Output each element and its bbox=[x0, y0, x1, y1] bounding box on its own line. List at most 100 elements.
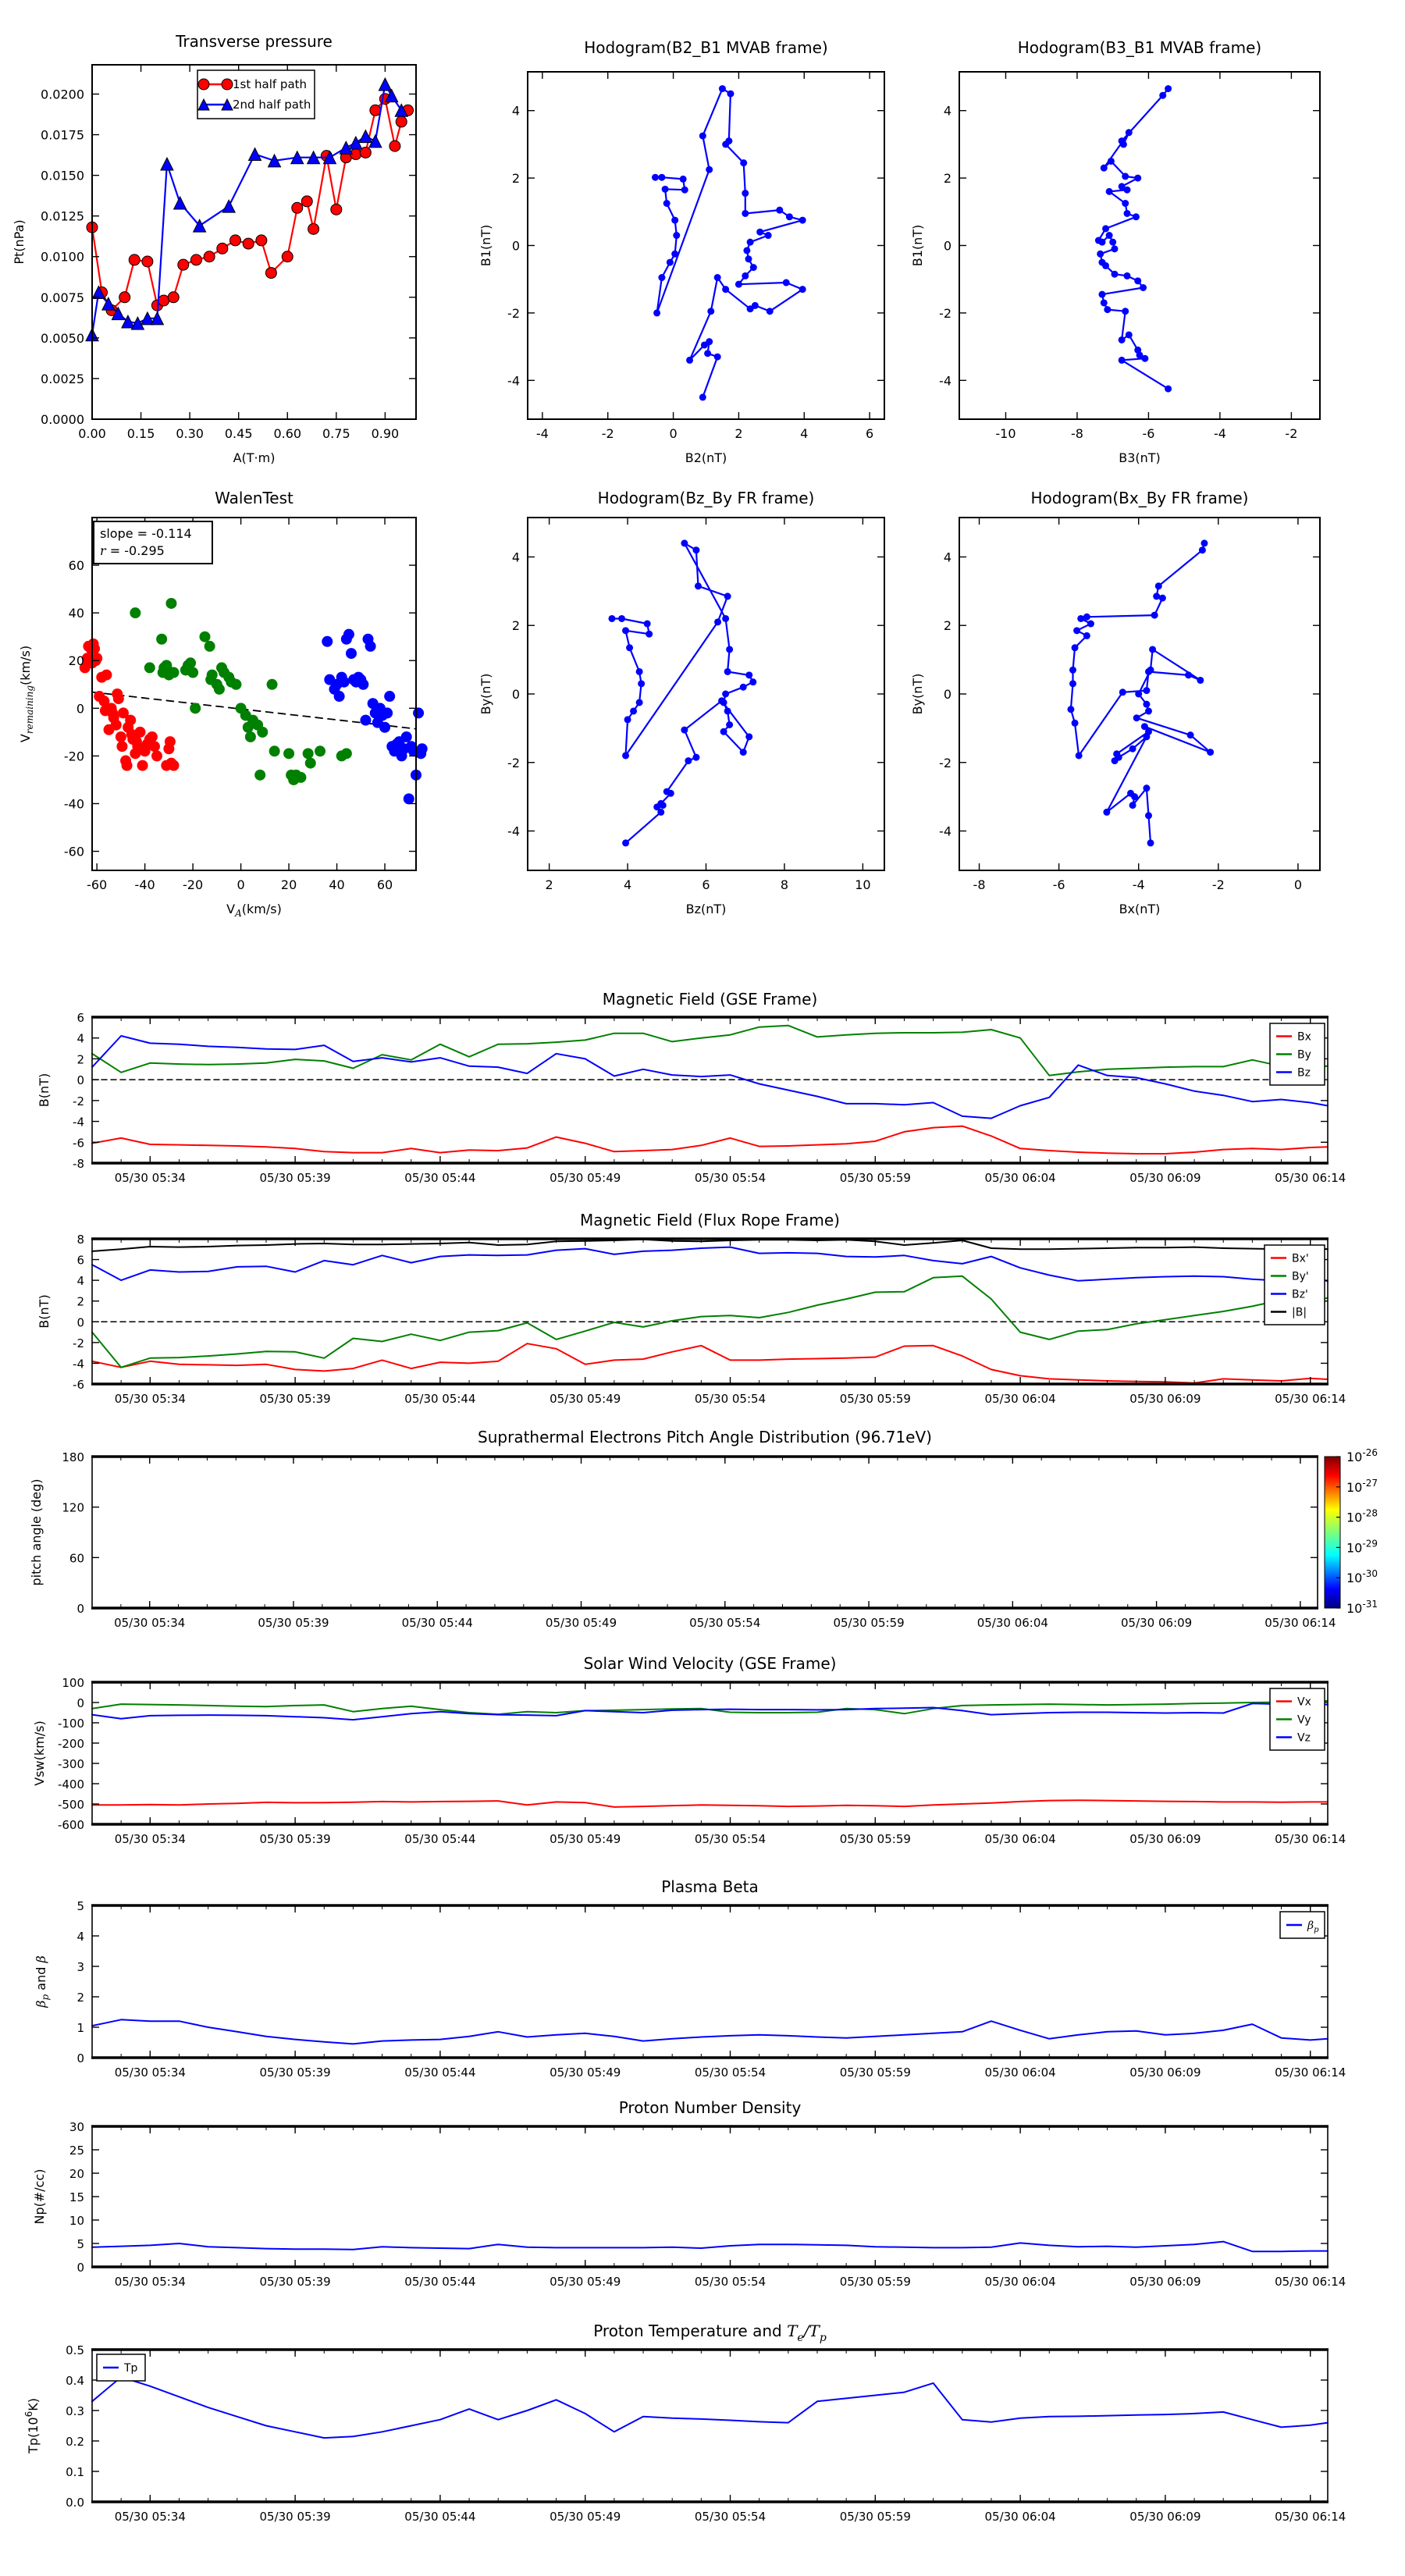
svg-text:-6: -6 bbox=[73, 1378, 84, 1392]
svg-text:05/30 05:59: 05/30 05:59 bbox=[833, 1616, 904, 1630]
svg-text:05/30 05:59: 05/30 05:59 bbox=[840, 1171, 911, 1185]
svg-text:05/30 06:04: 05/30 06:04 bbox=[984, 2510, 1055, 2524]
svg-text:A(T·m): A(T·m) bbox=[233, 450, 276, 465]
panel-magnetic-field-gse: 05/30 05:34 05/30 05:39 05/30 05:44 05/30 0… bbox=[37, 990, 1346, 1185]
svg-text:-4: -4 bbox=[536, 426, 549, 441]
svg-text:Hodogram(Bx_By FR frame): Hodogram(Bx_By FR frame) bbox=[1030, 489, 1248, 507]
svg-text:05/30 06:14: 05/30 06:14 bbox=[1275, 1832, 1346, 1846]
svg-text:05/30 06:14: 05/30 06:14 bbox=[1275, 1171, 1346, 1185]
svg-text:Solar Wind Velocity (GSE Frame: Solar Wind Velocity (GSE Frame) bbox=[584, 1654, 837, 1673]
svg-text:Magnetic Field (Flux Rope Fram: Magnetic Field (Flux Rope Frame) bbox=[580, 1211, 840, 1229]
svg-text:βp and β: βp and β bbox=[34, 1955, 51, 2008]
svg-text:|B|: |B| bbox=[1292, 1307, 1307, 1319]
svg-text:6: 6 bbox=[702, 877, 710, 892]
svg-text:0.3: 0.3 bbox=[66, 2404, 84, 2418]
svg-text:2: 2 bbox=[944, 618, 951, 633]
svg-text:05/30 06:09: 05/30 06:09 bbox=[1129, 1832, 1200, 1846]
svg-text:Plasma Beta: Plasma Beta bbox=[661, 1877, 759, 1896]
svg-text:Vy: Vy bbox=[1297, 1714, 1311, 1727]
svg-text:-2: -2 bbox=[507, 306, 520, 321]
svg-text:Transverse pressure: Transverse pressure bbox=[175, 32, 333, 51]
svg-text:10: 10 bbox=[69, 2214, 84, 2228]
svg-text:Hodogram(B3_B1 MVAB frame): Hodogram(B3_B1 MVAB frame) bbox=[1018, 38, 1261, 57]
svg-text:0.30: 0.30 bbox=[176, 426, 204, 441]
svg-text:0.0: 0.0 bbox=[66, 2496, 84, 2510]
svg-text:05/30 05:34: 05/30 05:34 bbox=[115, 2065, 186, 2080]
svg-text:WalenTest: WalenTest bbox=[215, 489, 293, 507]
svg-text:0.0150: 0.0150 bbox=[41, 169, 84, 183]
svg-text:0.1: 0.1 bbox=[66, 2465, 84, 2479]
svg-text:4: 4 bbox=[944, 104, 951, 119]
svg-text:Pt(nPa): Pt(nPa) bbox=[12, 219, 27, 264]
svg-text:100: 100 bbox=[62, 1676, 84, 1690]
svg-text:4: 4 bbox=[512, 104, 520, 119]
svg-text:B2(nT): B2(nT) bbox=[685, 450, 727, 465]
svg-text:05/30 06:14: 05/30 06:14 bbox=[1264, 1616, 1336, 1630]
svg-text:6: 6 bbox=[76, 1254, 84, 1268]
svg-text:-20: -20 bbox=[183, 877, 203, 892]
svg-text:05/30 06:04: 05/30 06:04 bbox=[977, 1616, 1048, 1630]
svg-text:0.2: 0.2 bbox=[66, 2435, 84, 2449]
svg-text:-4: -4 bbox=[73, 1115, 84, 1130]
svg-text:Proton Number Density: Proton Number Density bbox=[619, 2098, 802, 2117]
svg-text:Vx: Vx bbox=[1297, 1696, 1311, 1709]
svg-text:10-28: 10-28 bbox=[1346, 1508, 1378, 1525]
svg-text:25: 25 bbox=[69, 2144, 84, 2158]
svg-text:4: 4 bbox=[76, 1032, 84, 1046]
svg-text:05/30 05:34: 05/30 05:34 bbox=[115, 1392, 186, 1406]
svg-text:-6: -6 bbox=[73, 1136, 84, 1150]
panel-magnetic-field-flux-rope: 05/30 05:34 05/30 05:39 05/30 05:44 05/30 0… bbox=[37, 1211, 1346, 1406]
svg-text:2: 2 bbox=[735, 426, 742, 441]
svg-text:2: 2 bbox=[944, 171, 951, 186]
svg-text:05/30 05:54: 05/30 05:54 bbox=[695, 2510, 766, 2524]
svg-text:Bx': Bx' bbox=[1292, 1253, 1309, 1265]
svg-text:-100: -100 bbox=[58, 1717, 84, 1731]
svg-text:05/30 05:59: 05/30 05:59 bbox=[840, 2275, 911, 2289]
svg-text:10-31: 10-31 bbox=[1346, 1599, 1378, 1616]
svg-text:6: 6 bbox=[866, 426, 873, 441]
svg-text:5: 5 bbox=[76, 1899, 84, 1913]
panel-hodogram-bx-by-fr: -8 -6 -4 -2 0 -4 -2 0 2 4 Hodogram(Bx_By FR frame)… bbox=[910, 489, 1321, 916]
svg-text:B(nT): B(nT) bbox=[37, 1073, 52, 1107]
svg-text:0.90: 0.90 bbox=[372, 426, 400, 441]
svg-text:05/30 05:39: 05/30 05:39 bbox=[260, 1832, 331, 1846]
svg-text:05/30 05:59: 05/30 05:59 bbox=[840, 1832, 911, 1846]
svg-text:05/30 05:44: 05/30 05:44 bbox=[404, 1171, 475, 1185]
panel-hodogram-b2-b1-mvab: -4 -2 0 2 4 6 -4 -2 0 2 4 Hodogram(B2_B1 MVAB frame… bbox=[478, 38, 885, 465]
svg-text:4: 4 bbox=[76, 1274, 84, 1288]
svg-text:Bz: Bz bbox=[1297, 1067, 1311, 1080]
svg-text:Vsw(km/s): Vsw(km/s) bbox=[32, 1720, 47, 1785]
svg-text:-8: -8 bbox=[73, 1157, 84, 1171]
walen-fit-infobox bbox=[93, 521, 213, 564]
svg-text:0.0025: 0.0025 bbox=[41, 372, 84, 386]
svg-text:0.4: 0.4 bbox=[66, 2374, 84, 2388]
svg-text:05/30 05:54: 05/30 05:54 bbox=[695, 2065, 766, 2080]
svg-text:05/30 05:59: 05/30 05:59 bbox=[840, 2510, 911, 2524]
svg-text:05/30 05:49: 05/30 05:49 bbox=[550, 2065, 621, 2080]
svg-text:1st half path: 1st half path bbox=[233, 77, 307, 91]
svg-text:0.0075: 0.0075 bbox=[41, 290, 84, 305]
svg-text:-500: -500 bbox=[58, 1798, 84, 1812]
svg-text:0: 0 bbox=[512, 687, 520, 702]
svg-text:60: 60 bbox=[69, 1551, 84, 1565]
svg-text:05/30 05:49: 05/30 05:49 bbox=[550, 1171, 621, 1185]
svg-text:05/30 05:54: 05/30 05:54 bbox=[695, 1171, 766, 1185]
svg-text:-4: -4 bbox=[939, 373, 951, 388]
svg-text:0.00: 0.00 bbox=[78, 426, 106, 441]
svg-text:0.5: 0.5 bbox=[66, 2343, 84, 2357]
svg-text:05/30 05:39: 05/30 05:39 bbox=[260, 1171, 331, 1185]
svg-text:0: 0 bbox=[76, 2261, 84, 2275]
svg-text:05/30 05:54: 05/30 05:54 bbox=[695, 1392, 766, 1406]
svg-text:3: 3 bbox=[76, 1960, 84, 1974]
svg-text:2: 2 bbox=[76, 1052, 84, 1066]
svg-text:-8: -8 bbox=[973, 877, 986, 892]
svg-text:20: 20 bbox=[281, 877, 297, 892]
svg-text:Magnetic Field (GSE Frame): Magnetic Field (GSE Frame) bbox=[603, 990, 818, 1009]
svg-text:05/30 05:39: 05/30 05:39 bbox=[260, 1392, 331, 1406]
panel-electron-pitch-angle: 05/30 05:34 05/30 05:39 05/30 05:44 05/30 0… bbox=[29, 1428, 1378, 1630]
svg-text:-600: -600 bbox=[58, 1818, 84, 1832]
svg-text:Bx: Bx bbox=[1297, 1031, 1311, 1044]
svg-text:βp: βp bbox=[1307, 1920, 1319, 1934]
svg-text:05/30 05:34: 05/30 05:34 bbox=[115, 1832, 186, 1846]
